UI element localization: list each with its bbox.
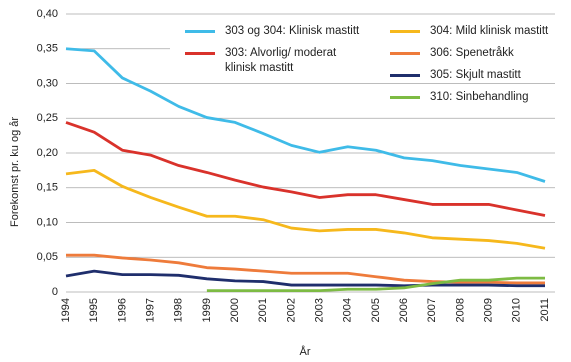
x-tick-label: 2003 [313,298,325,322]
legend-entry: 304: Mild klinisk mastitt [390,24,570,39]
x-tick-label: 2001 [257,298,269,322]
x-tick-label: 2011 [539,298,551,322]
legend-label: 310: Sinbehandling [430,91,529,103]
y-tick-label: 0,40 [37,8,58,20]
x-axis-label: År [300,345,311,358]
legend-entry: 305: Skjult mastitt [390,68,570,83]
x-tick-label: 1998 [173,298,185,322]
y-tick-label: 0 [52,286,58,298]
x-tick-label: 2006 [398,298,410,322]
legend-swatch [185,30,215,33]
legend-label: 303 og 304: Klinisk mastitt [225,25,360,37]
legend-label: 303: Alvorlig/ moderat klinisk mastitt [225,47,337,74]
x-tick-label: 2007 [426,298,438,322]
x-tick-label: 2004 [342,298,354,322]
y-tick-label: 0,20 [37,147,58,159]
y-tick-label: 0,25 [37,112,58,124]
legend-entry: 303: Alvorlig/ moderat klinisk mastitt [185,46,370,76]
series-line [65,47,546,183]
series-line [65,168,546,250]
series-line [66,253,545,285]
series-line [65,269,545,288]
legend-swatch [390,52,420,55]
legend-entry: 303 og 304: Klinisk mastitt [185,24,365,39]
y-axis-label: Forekomst pr. ku og år [9,117,21,227]
legend-entry: 306: Spenetråkk [390,46,570,61]
x-tick-label: 2000 [229,298,241,322]
legend-swatch [390,30,420,33]
y-tick-label: 0,10 [37,216,58,228]
y-tick-label: 0,15 [37,182,58,194]
legend-entry: 310: Sinbehandling [390,90,570,105]
legend-swatch [390,96,420,99]
x-tick-label: 1996 [116,298,128,322]
legend-label: 304: Mild klinisk mastitt [430,25,549,37]
x-tick-label: 1999 [201,298,213,322]
y-tick-label: 0,30 [37,77,58,89]
x-tick-label: 1995 [88,298,100,322]
x-tick-label: 2005 [370,298,382,322]
legend-swatch [185,52,215,55]
legend-label: 305: Skjult mastitt [430,69,521,81]
y-tick-label: 0,35 [37,43,58,55]
x-tick-label: 1994 [60,298,72,322]
legend-background [170,20,565,76]
legend-swatch [390,74,420,77]
series-line [65,121,546,217]
x-tick-label: 1997 [144,298,156,322]
x-tick-label: 2002 [285,298,297,322]
x-tick-label: 2010 [511,298,523,322]
legend-label: 306: Spenetråkk [430,47,514,59]
x-tick-label: 2009 [483,298,495,322]
series-line [206,276,545,293]
x-tick-label: 2008 [454,298,466,322]
y-tick-label: 0,05 [37,251,58,263]
